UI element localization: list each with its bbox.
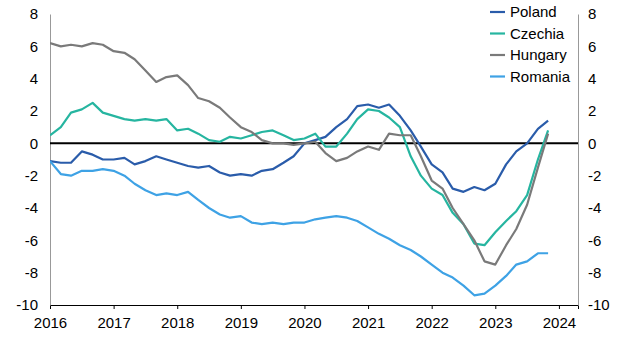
legend-swatch (490, 75, 505, 77)
y2-axis-tick-label: 0 (588, 135, 596, 152)
y-axis-tick: -4 (25, 199, 50, 216)
y-axis-tick: -6 (25, 232, 50, 249)
series-line (50, 161, 548, 295)
y-axis-tick-label: 4 (30, 70, 38, 87)
x-axis-tick-label: 2018 (161, 314, 194, 331)
x-axis-tick-label: 2017 (97, 314, 130, 331)
x-axis-tick-label: 2023 (479, 314, 512, 331)
x-axis-tick: 2016 (34, 305, 67, 331)
x-axis-line (51, 306, 579, 310)
y-axis: -10 -8 -6 -4 -2 0 2 4 6 8 (16, 5, 50, 313)
y-axis-tick: -10 (16, 296, 50, 313)
legend-label: Hungary (510, 46, 567, 63)
x-axis-tick: 2021 (352, 305, 385, 331)
y-axis-tick-label: -2 (25, 167, 38, 184)
x-axis-tick-mark (177, 305, 178, 309)
x-axis-tick-label: 2019 (225, 314, 258, 331)
x-axis-tick-mark (432, 305, 433, 309)
y2-axis-tick-label: 4 (588, 70, 596, 87)
y2-axis-tick: 4 (578, 70, 596, 87)
y2-axis-tick: 8 (578, 5, 596, 22)
series-line (50, 43, 548, 264)
x-axis-tick-label: 2016 (34, 314, 67, 331)
x-axis-tick-mark (241, 305, 242, 309)
y-axis-tick: -8 (25, 264, 50, 281)
y2-axis-tick: 6 (578, 38, 596, 55)
y2-axis-tick-label: 2 (588, 102, 596, 119)
y-axis-tick-label: 6 (30, 38, 38, 55)
y2-axis-tick-label: 8 (588, 5, 596, 22)
legend-label: Romania (510, 68, 571, 85)
y2-axis-tick: -4 (578, 199, 601, 216)
y2-axis-tick: -6 (578, 232, 601, 249)
legend-label: Poland (510, 3, 557, 20)
y-axis-tick: 8 (30, 5, 50, 22)
y-axis-tick-label: 2 (30, 102, 38, 119)
x-axis-tick-label: 2022 (415, 314, 448, 331)
plot-area (50, 43, 548, 295)
y2-axis-tick-label: -8 (588, 264, 601, 281)
y2-axis-tick-label: -4 (588, 199, 601, 216)
x-axis-tick: 2018 (161, 305, 194, 331)
x-axis-tick-mark (50, 305, 51, 309)
y-axis-tick-label: -8 (25, 264, 38, 281)
y2-axis-tick-label: -6 (588, 232, 601, 249)
legend: Poland Czechia Hungary Romania (490, 3, 571, 85)
y-axis-tick-label: -4 (25, 199, 38, 216)
x-axis-tick-label: 2024 (543, 314, 576, 331)
legend-swatch (490, 11, 505, 13)
y-axis-line (50, 15, 51, 306)
x-axis-tick: 2023 (479, 305, 512, 331)
y2-axis-tick-label: 6 (588, 38, 596, 55)
x-axis-tick-label: 2021 (352, 314, 385, 331)
x-axis-tick: 2017 (97, 305, 130, 331)
x-axis-tick-mark (368, 305, 369, 309)
x-axis-tick-mark (495, 305, 496, 309)
x-axis-tick: 2020 (288, 305, 321, 331)
x-axis-tick: 2022 (415, 305, 448, 331)
y-axis-tick: -2 (25, 167, 50, 184)
y2-axis-tick: 0 (578, 135, 596, 152)
y2-axis-tick-label: -2 (588, 167, 601, 184)
x-axis-tick-mark (559, 305, 560, 309)
y-axis-tick: 6 (30, 38, 50, 55)
y2-axis-tick: 2 (578, 102, 596, 119)
y-axis-tick: 0 (30, 135, 50, 152)
y2-axis: -10 -8 -6 -4 -2 0 2 4 6 8 (578, 5, 610, 313)
series-line (50, 103, 548, 245)
y2-axis-tick: -10 (578, 296, 610, 313)
chart-container: 201620172018201920202021202220232024-10-… (0, 0, 626, 343)
y2-axis-tick: -8 (578, 264, 601, 281)
legend-swatch (490, 32, 505, 34)
x-axis-tick-label: 2020 (288, 314, 321, 331)
y2-axis-line (578, 15, 579, 306)
x-axis-tick-mark (114, 305, 115, 309)
x-axis-tick: 2019 (225, 305, 258, 331)
legend-swatch (490, 54, 505, 56)
y-axis-tick-label: -6 (25, 232, 38, 249)
y-axis-tick: 2 (30, 102, 50, 119)
series-line (50, 105, 548, 192)
y-axis-tick-label: 0 (30, 135, 38, 152)
chart-svg: 201620172018201920202021202220232024-10-… (0, 0, 626, 343)
y-axis-tick-label: 8 (30, 5, 38, 22)
x-axis-tick-mark (304, 305, 305, 309)
y2-axis-tick: -2 (578, 167, 601, 184)
x-axis-tick: 2024 (543, 305, 576, 331)
y-axis-tick-label: -10 (16, 296, 38, 313)
legend-label: Czechia (510, 25, 565, 42)
x-axis: 2016 2017 2018 2019 2020 2021 2022 2023 2024 (34, 305, 579, 331)
y2-axis-tick-label: -10 (588, 296, 610, 313)
y-axis-tick: 4 (30, 70, 50, 87)
